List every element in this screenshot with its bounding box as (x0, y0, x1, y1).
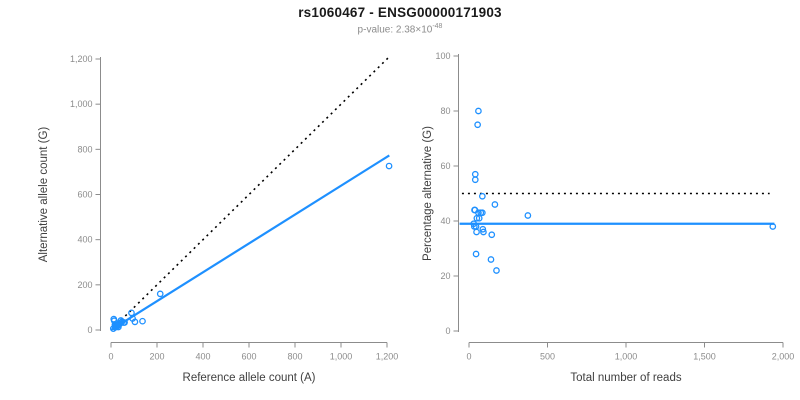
data-point (113, 323, 120, 331)
data-point (478, 192, 486, 200)
data-point (470, 223, 478, 230)
right-plot-percentage: 0 500 1,000 1,500 2,000 0 20 40 60 80 100 Total num… (422, 51, 794, 384)
data-point (474, 121, 481, 129)
data-point (487, 256, 495, 263)
data-point (479, 225, 487, 233)
y-tick-label: 100 (435, 51, 450, 61)
y-axis-title: Percentage alternative (G) (422, 126, 434, 261)
y-tick-label: 40 (440, 216, 450, 226)
x-tick-label: 500 (540, 352, 555, 362)
data-point (471, 176, 479, 184)
data-point (473, 214, 481, 222)
x-tick-label: 1,200 (376, 352, 399, 362)
y-tick-label: 20 (440, 271, 450, 281)
x-tick-label: 1,000 (330, 352, 353, 362)
data-point (475, 214, 483, 222)
y-tick-label: 60 (440, 161, 450, 171)
data-point (475, 107, 482, 115)
data-point (524, 212, 532, 219)
p-value-subtitle: p-value: 2.38×10-48 (0, 23, 800, 35)
x-axis-title: Reference allele count (A) (183, 372, 316, 384)
data-point (385, 162, 393, 170)
fit-line (110, 154, 390, 331)
x-tick-label: 0 (466, 352, 471, 362)
p-value-text: p-value: 2.38×10 (357, 24, 433, 36)
p-value-exponent: -48 (432, 23, 443, 30)
y-tick-label: 80 (440, 106, 450, 116)
y-tick-label: 0 (445, 326, 450, 336)
data-point (478, 209, 486, 217)
y-tick-label: 600 (77, 190, 92, 200)
data-point (131, 318, 139, 326)
data-point (139, 317, 146, 325)
x-tick-label: 800 (287, 352, 302, 362)
y-tick-label: 0 (87, 325, 92, 335)
y-tick-label: 400 (77, 235, 92, 245)
data-point (472, 250, 480, 258)
x-tick-label: 200 (149, 352, 164, 362)
left-plot-allele-counts: 0 200 400 600 800 1,000 1,200 0 200 400 600 800 1,00… (38, 54, 398, 384)
x-tick-label: 1,500 (693, 352, 716, 362)
data-point (480, 228, 487, 236)
figure-title: rs1060467 - ENSG00000171903 (298, 5, 502, 20)
data-point (491, 201, 499, 208)
x-tick-label: 2,000 (772, 352, 795, 362)
y-tick-label: 800 (77, 144, 92, 154)
data-point (769, 223, 777, 230)
data-point (471, 170, 479, 178)
y-axis-title: Alternative allele count (G) (38, 127, 50, 263)
x-tick-label: 400 (195, 352, 210, 362)
data-point (493, 267, 500, 274)
data-point (156, 290, 164, 298)
data-point (488, 231, 496, 239)
expected-line (116, 57, 389, 325)
x-tick-label: 1,000 (615, 352, 638, 362)
x-tick-label: 0 (108, 352, 113, 362)
x-tick-label: 600 (241, 352, 256, 362)
y-tick-label: 200 (77, 280, 92, 290)
data-point (121, 319, 128, 326)
y-tick-label: 1,000 (70, 99, 93, 109)
data-point (473, 228, 480, 236)
y-tick-label: 1,200 (70, 54, 93, 64)
x-axis-title: Total number of reads (570, 372, 681, 384)
